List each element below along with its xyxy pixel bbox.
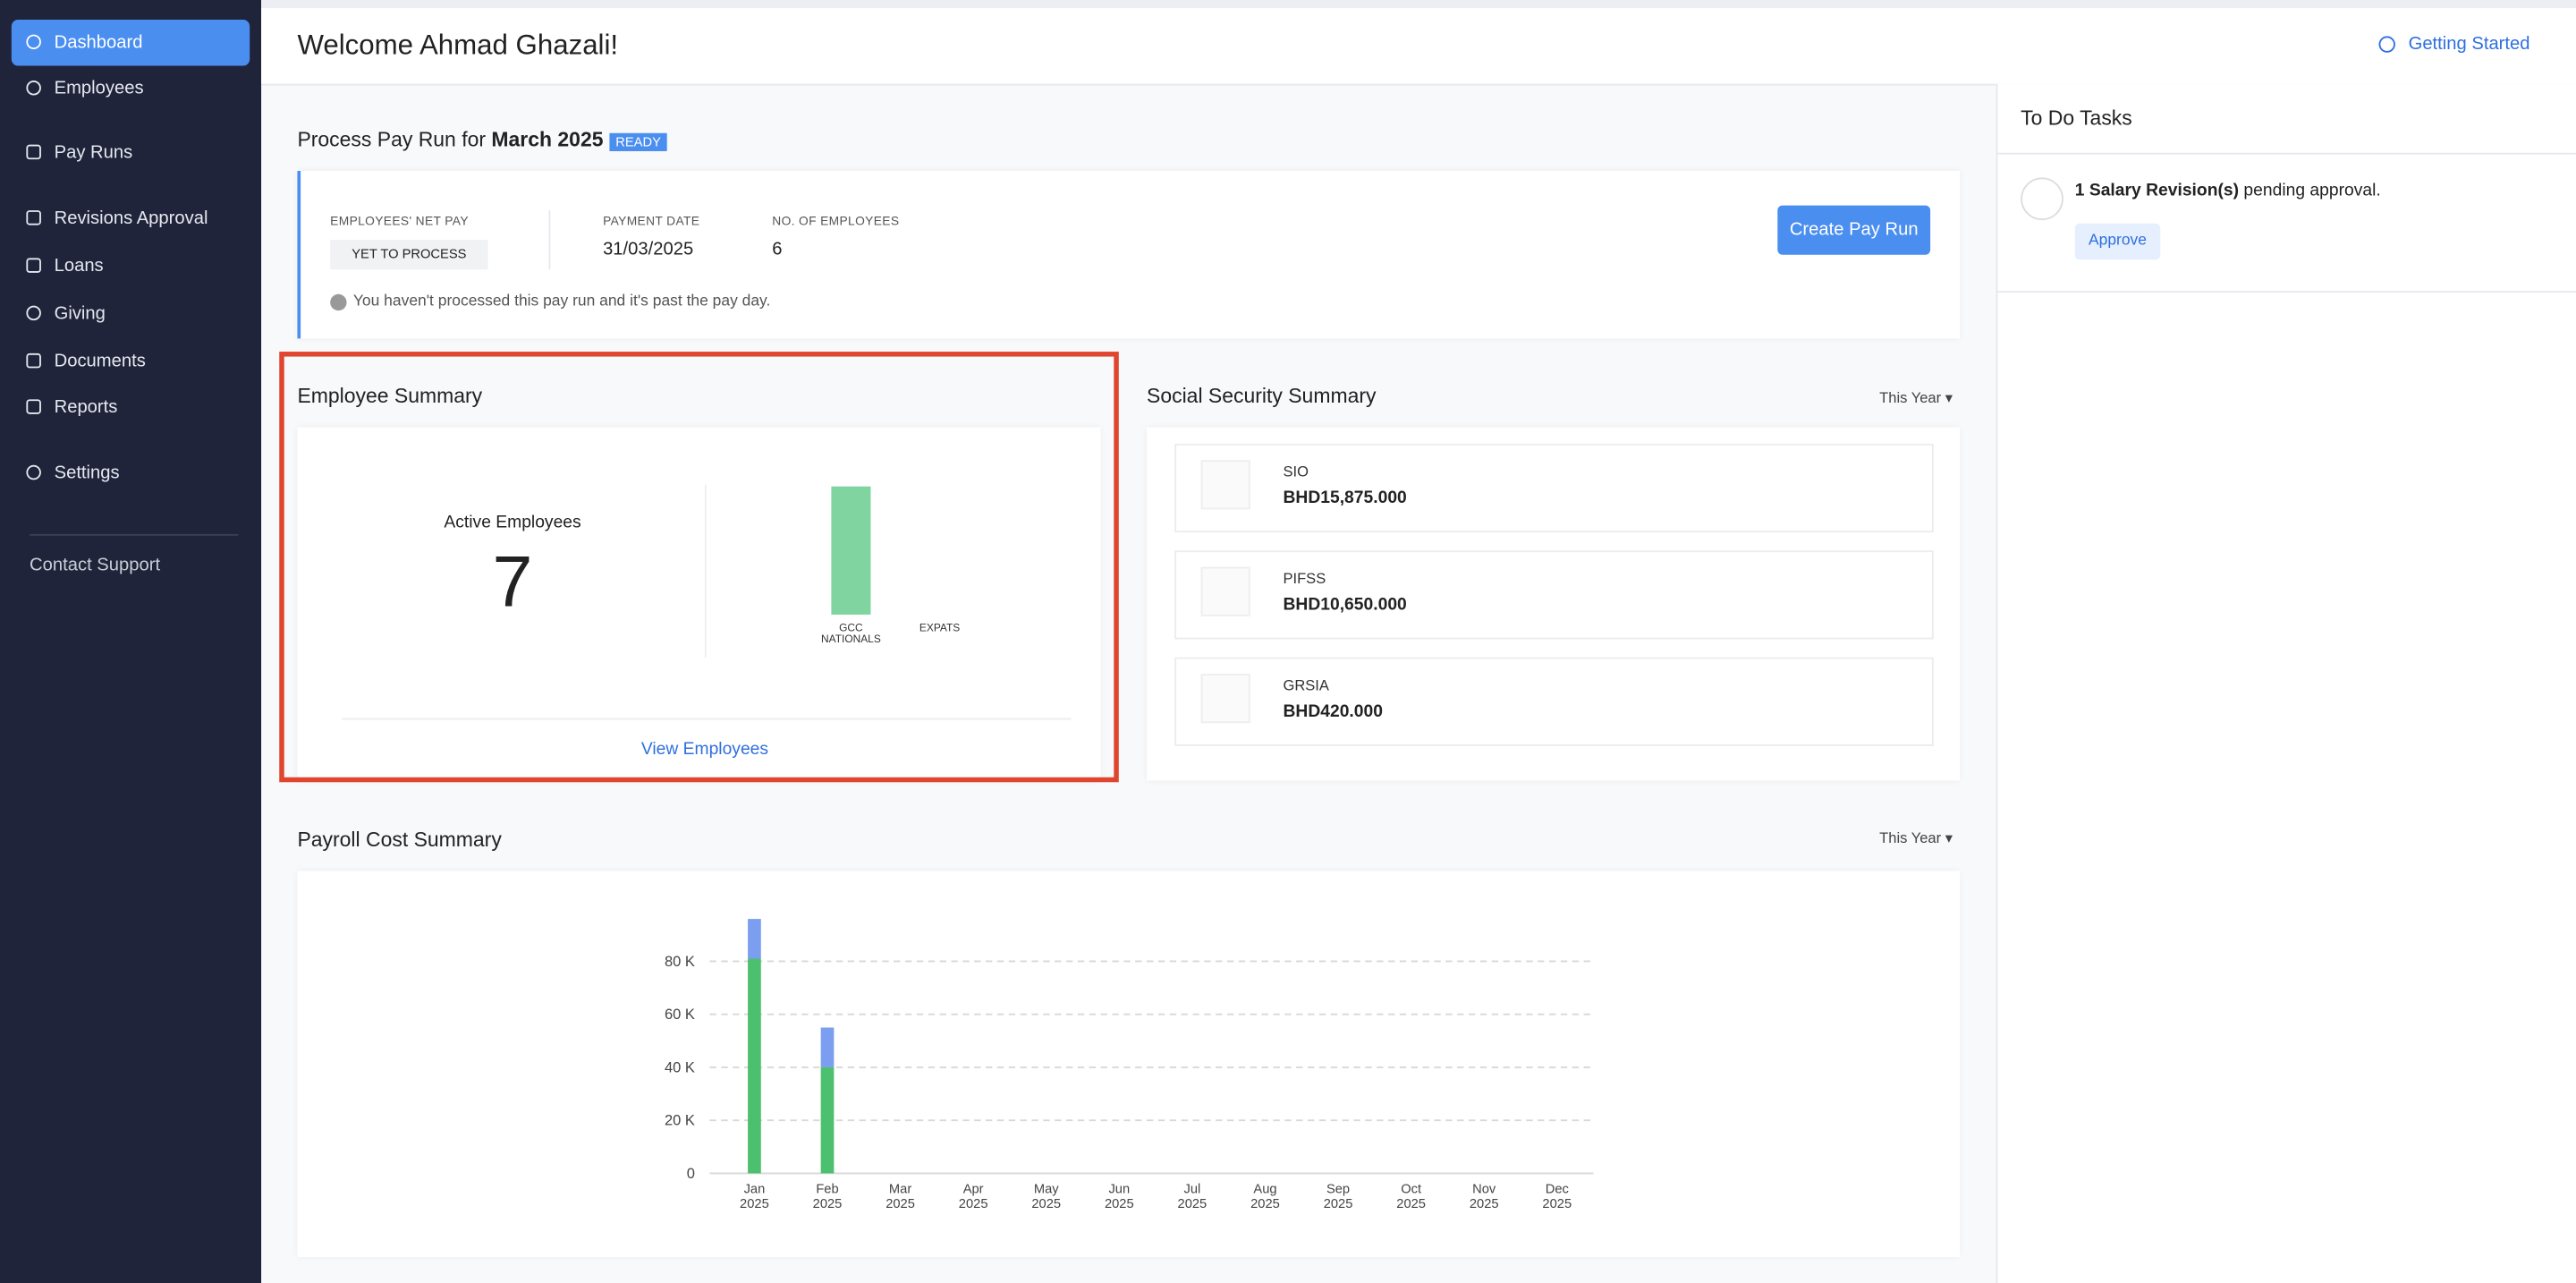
nav-item[interactable]: Revisions Approval	[12, 196, 250, 242]
nav-item[interactable]: Reports	[12, 385, 250, 430]
payment-date: 31/03/2025	[603, 240, 694, 260]
nav-label: Reports	[54, 397, 118, 418]
create-payrun-button[interactable]: Create Pay Run	[1777, 205, 1931, 255]
ss-name: SIO	[1283, 463, 1309, 480]
period-select[interactable]: This Year ▾	[1879, 829, 1953, 846]
x-tick-label: May 2025	[1031, 1181, 1062, 1211]
contact-support[interactable]: Contact Support	[30, 555, 161, 575]
payroll-title: Payroll Cost Summary	[297, 828, 502, 852]
nav-label: Pay Runs	[54, 142, 133, 163]
x-tick-label: Oct 2025	[1396, 1181, 1426, 1211]
nav-label: Revisions Approval	[54, 208, 208, 229]
x-tick-label: GCC NATIONALS	[821, 623, 881, 646]
period-select[interactable]: This Year ▾	[1879, 389, 1953, 406]
nav-item[interactable]: Pay Runs	[12, 130, 250, 175]
todo-title: To Do Tasks	[2021, 106, 2132, 131]
header	[261, 8, 2576, 86]
nav-item[interactable]: Employees	[12, 65, 250, 111]
employee-count: 6	[772, 240, 783, 260]
status-badge: READY	[608, 132, 668, 151]
todo-panel	[1996, 83, 2576, 1283]
field-label: PAYMENT DATE	[603, 213, 700, 229]
x-tick-label: Jul 2025	[1177, 1181, 1208, 1211]
task: 1 Salary Revision(s) pending approval.	[2075, 181, 2381, 200]
sidebar	[0, 0, 262, 1283]
x-tick-label: Dec 2025	[1542, 1181, 1572, 1211]
payrun-period: March 2025	[491, 128, 604, 151]
divider	[342, 718, 1072, 720]
approve-button[interactable]: Approve	[2074, 223, 2161, 260]
field-label: NO. OF EMPLOYEES	[772, 213, 900, 229]
employee-summary-title: Employee Summary	[297, 384, 483, 408]
x-tick-label: Jun 2025	[1104, 1181, 1134, 1211]
x-tick-label: Mar 2025	[886, 1181, 915, 1211]
highlight-box	[279, 352, 1119, 783]
nav-item[interactable]: Documents	[12, 338, 250, 384]
net-pay-status: YET TO PROCESS	[330, 240, 488, 270]
info-icon	[330, 293, 347, 311]
nav-label: Loans	[54, 256, 104, 276]
x-tick-label: Aug 2025	[1250, 1181, 1280, 1211]
task-count: 1 Salary Revision(s)	[2074, 181, 2240, 201]
x-tick-label: Jan 2025	[740, 1181, 769, 1211]
nav-label: Settings	[54, 463, 120, 483]
social-security-title: Social Security Summary	[1147, 384, 1377, 408]
ss-icon	[1200, 460, 1250, 510]
x-tick-label: Feb 2025	[812, 1181, 843, 1211]
divider	[1996, 152, 2576, 155]
nav-item[interactable]: Giving	[12, 291, 250, 336]
getting-started[interactable]: Getting Started	[2408, 34, 2530, 55]
x-tick-label: Apr 2025	[958, 1181, 988, 1211]
payrun-title: Process Pay Run for March 2025 READY	[297, 128, 668, 151]
nav-label: Giving	[54, 303, 106, 324]
nav-item[interactable]: Loans	[12, 243, 250, 289]
ss-item	[1174, 550, 1934, 640]
task-text: pending approval.	[2243, 181, 2381, 201]
active-count: 7	[492, 542, 533, 624]
nav-label: Dashboard	[54, 32, 143, 53]
ss-icon	[1200, 566, 1250, 616]
ss-amount: BHD15,875.000	[1283, 488, 1407, 508]
period-label: This Year	[1879, 829, 1942, 846]
x-tick-label: EXPATS	[919, 623, 961, 634]
x-tick-label: Sep 2025	[1323, 1181, 1353, 1211]
active-label: Active Employees	[444, 513, 581, 533]
payrun-card	[297, 171, 1961, 339]
payrun-note: You haven't processed this pay run and i…	[352, 292, 771, 311]
top-strip	[261, 0, 2576, 9]
payrun-prefix: Process Pay Run for	[297, 128, 487, 151]
employee-card	[297, 427, 1101, 781]
task-icon	[2021, 177, 2063, 221]
field-label: EMPLOYEES' NET PAY	[330, 213, 469, 229]
period-label: This Year	[1879, 389, 1942, 406]
divider	[704, 484, 707, 658]
ss-name: GRSIA	[1283, 676, 1329, 694]
divider	[30, 533, 239, 536]
nav-item[interactable]: Dashboard	[11, 20, 250, 66]
page-title: Welcome Ahmad Ghazali!	[297, 30, 619, 61]
divider	[548, 210, 551, 270]
divider	[1996, 291, 2576, 293]
nav-label: Documents	[54, 352, 146, 372]
nav-item[interactable]: Settings	[12, 450, 250, 496]
ss-name: PIFSS	[1283, 570, 1326, 587]
ss-icon	[1200, 674, 1250, 724]
ss-amount: BHD10,650.000	[1283, 594, 1407, 615]
play-icon	[2378, 36, 2395, 53]
ss-item	[1174, 657, 1934, 746]
payroll-card	[297, 871, 1961, 1258]
view-employees-link[interactable]: View Employees	[640, 739, 769, 760]
ss-item	[1174, 443, 1934, 533]
nav-label: Employees	[54, 79, 144, 99]
ss-amount: BHD420.000	[1283, 701, 1383, 722]
x-tick-label: Nov 2025	[1469, 1181, 1499, 1211]
